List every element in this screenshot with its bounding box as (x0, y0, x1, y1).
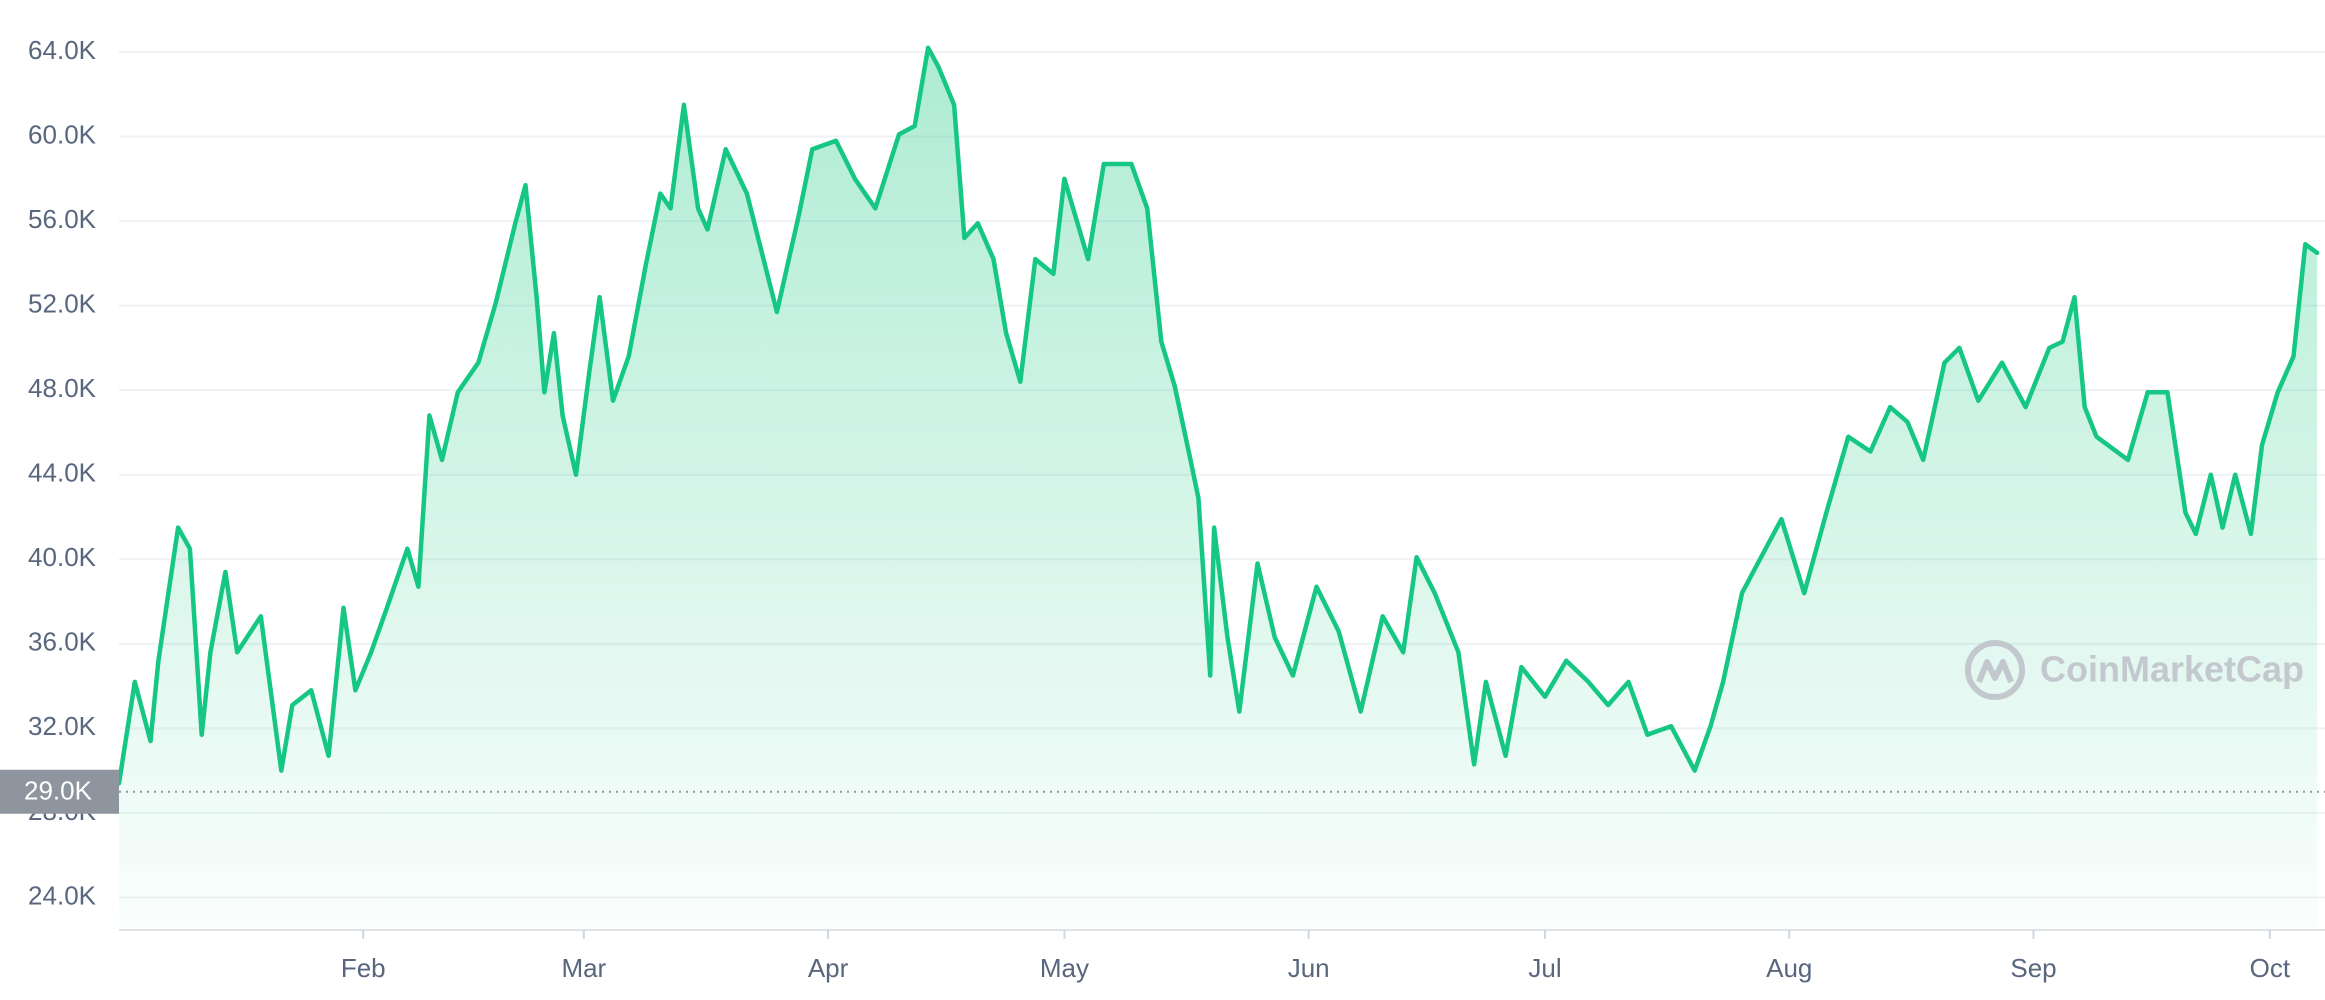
x-tick-label: Jul (1528, 953, 1561, 983)
x-tick-label: Aug (1766, 953, 1812, 983)
y-tick-label: 64.0K (28, 35, 97, 65)
plot-area (116, 45, 2320, 931)
y-tick-label: 48.0K (28, 373, 97, 403)
y-tick-label: 52.0K (28, 289, 97, 319)
y-tick-label: 24.0K (28, 880, 97, 910)
x-tick-label: Oct (2250, 953, 2291, 983)
y-tick-label: 60.0K (28, 119, 97, 149)
y-tick-label: 32.0K (28, 711, 97, 741)
y-tick-label: 44.0K (28, 458, 97, 488)
watermark-logo-mark (1976, 659, 2014, 684)
x-tick-label: Feb (341, 953, 386, 983)
watermark: CoinMarketCap (1965, 640, 2304, 700)
y-tick-label: 40.0K (28, 542, 97, 572)
x-tick-label: Sep (2010, 953, 2056, 983)
x-tick-label: May (1040, 953, 1089, 983)
watermark-logo (1965, 640, 2025, 700)
y-tick-label: 56.0K (28, 204, 97, 234)
reference-label: 29.0K (24, 776, 93, 806)
y-tick-label: 36.0K (28, 627, 97, 657)
axes: 24.0K28.0K32.0K36.0K40.0K44.0K48.0K52.0K… (0, 35, 2325, 983)
watermark-text: CoinMarketCap (2040, 649, 2304, 690)
x-tick-label: Mar (561, 953, 606, 983)
reference-label-box (0, 769, 119, 814)
price-line (116, 45, 2320, 786)
area-fill (119, 47, 2318, 931)
x-tick-label: Jun (1288, 953, 1330, 983)
x-tick-label: Apr (808, 953, 849, 983)
